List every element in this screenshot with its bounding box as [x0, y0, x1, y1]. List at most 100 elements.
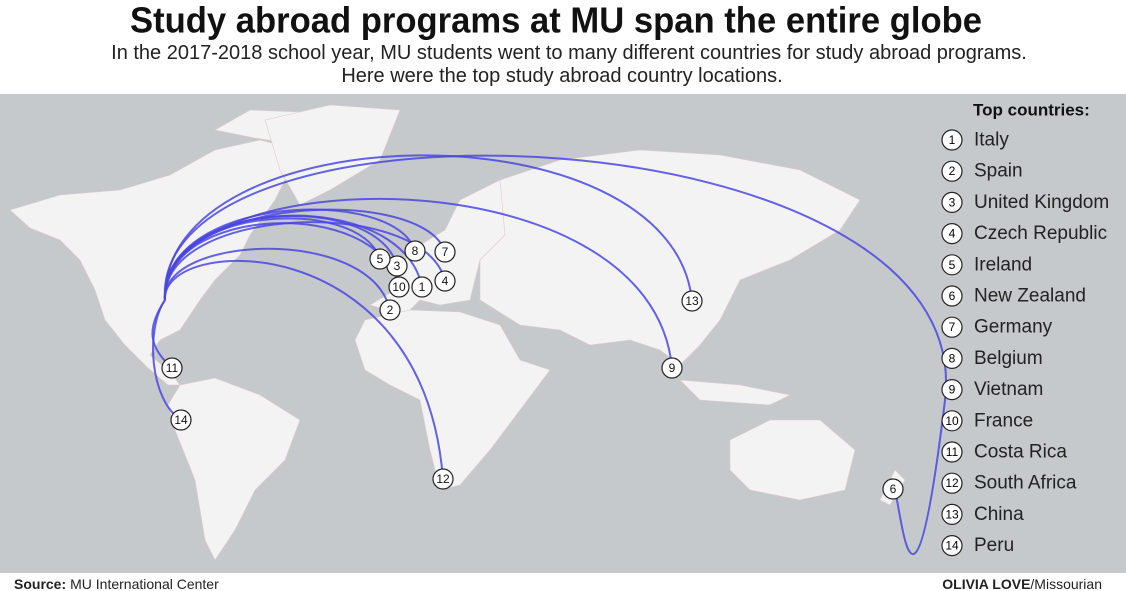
credit: OLIVIA LOVE/Missourian	[942, 576, 1102, 591]
legend-name: Spain	[974, 161, 1023, 182]
legend-circle	[941, 472, 963, 494]
marker-label: 3	[394, 259, 401, 273]
legend-name: Costa Rica	[974, 442, 1067, 463]
land	[354, 309, 551, 491]
legend-item: 12 South Africa	[941, 472, 1077, 494]
marker-circle	[411, 276, 433, 298]
marker: 12	[432, 468, 454, 490]
legend-number: 9	[949, 383, 956, 397]
marker-circle	[432, 468, 454, 490]
legend-circle	[941, 285, 963, 307]
legend-item: 3 United Kingdom	[941, 191, 1109, 213]
marker-circle	[161, 357, 183, 379]
legend-circle	[941, 254, 963, 276]
map	[0, 94, 1126, 573]
marker-circle	[681, 290, 703, 312]
legend-circle	[941, 129, 963, 151]
legend-item: 6 New Zealand	[941, 285, 1086, 307]
legend-circle	[941, 410, 963, 432]
marker: 6	[882, 478, 904, 500]
route-arc	[163, 247, 391, 311]
land	[479, 149, 861, 366]
legend-circle	[941, 534, 963, 557]
legend-name: Belgium	[974, 348, 1043, 369]
marker: 2	[379, 299, 401, 321]
marker-circle	[170, 409, 192, 431]
marker-label: 13	[685, 294, 699, 308]
route-arc	[163, 154, 693, 302]
legend-number: 3	[949, 195, 956, 209]
legend-name: Ireland	[974, 254, 1032, 275]
marker-label: 11	[166, 361, 179, 375]
land	[679, 379, 791, 406]
legend-circle	[941, 160, 963, 182]
legend-item: 8 Belgium	[941, 347, 1043, 369]
marker: 5	[369, 248, 391, 270]
legend-number: 13	[945, 507, 959, 521]
marker-circle	[434, 241, 456, 263]
marker: 10	[388, 276, 410, 298]
marker-label: 1	[419, 280, 426, 294]
legend-number: 11	[946, 445, 959, 459]
legend-item: 7 Germany	[941, 316, 1053, 338]
legend-number: 4	[949, 227, 956, 241]
marker-circle	[661, 357, 683, 379]
marker-label: 14	[174, 413, 188, 427]
marker: 8	[404, 240, 426, 262]
title: Study abroad programs at MU span the ent…	[130, 0, 982, 41]
legend-circle	[941, 223, 963, 245]
marker-circle	[434, 270, 456, 292]
marker-circle	[369, 248, 391, 270]
marker: 13	[681, 290, 703, 312]
legend-number: 8	[949, 351, 956, 365]
subtitle: In the 2017-2018 school year, MU student…	[111, 42, 1027, 64]
marker-label: 7	[442, 245, 449, 259]
source-label: Source:	[14, 576, 66, 591]
legend-name: New Zealand	[974, 286, 1086, 307]
legend-circle	[941, 347, 963, 369]
legend: 1 Italy 2 Spain 3 United Kingdom 4 Czech Republ…	[941, 129, 1109, 557]
legend-name: Germany	[974, 317, 1053, 338]
marker: 11	[161, 357, 183, 379]
legend-number: 12	[945, 476, 959, 490]
legend-name: France	[974, 410, 1033, 431]
land	[729, 419, 856, 501]
legend-number: 7	[949, 320, 956, 334]
credit-name: OLIVIA LOVE	[942, 576, 1030, 591]
legend-item: 11 Costa Rica	[941, 441, 1067, 463]
marker-circle	[404, 240, 426, 262]
legend-circle	[941, 316, 963, 338]
legend-number: 5	[949, 258, 956, 272]
marker: 9	[661, 357, 683, 379]
source-text: MU International Center	[70, 576, 219, 591]
route-arc	[163, 154, 947, 555]
route-arc	[152, 299, 182, 421]
legend-circle	[941, 191, 963, 213]
legend-item: 4 Czech Republic	[941, 223, 1107, 245]
legend-item: 2 Spain	[941, 160, 1023, 182]
marker-label: 10	[392, 280, 406, 294]
legend-number: 6	[949, 289, 956, 303]
route-arc	[163, 259, 444, 480]
legend-number: 2	[949, 164, 956, 178]
route-arc	[163, 208, 416, 301]
legend-circle	[941, 379, 963, 401]
marker-label: 12	[436, 472, 450, 486]
legend-name: United Kingdom	[974, 192, 1109, 213]
legend-name: South Africa	[974, 473, 1077, 494]
legend-item: 1 Italy	[941, 129, 1009, 151]
legend-name: Czech Republic	[974, 223, 1107, 244]
marker-label: 4	[442, 274, 449, 288]
legend-item: 9 Vietnam	[941, 379, 1043, 401]
marker: 7	[434, 241, 456, 263]
source: Source: MU International Center	[14, 576, 219, 591]
legend-item: 5 Ireland	[941, 254, 1032, 276]
legend-item: 14 Peru	[941, 534, 1014, 557]
marker: 4	[434, 270, 456, 292]
legend-name: Vietnam	[974, 379, 1043, 400]
marker-label: 2	[387, 303, 394, 317]
credit-org: /Missourian	[1030, 576, 1102, 591]
marker: 14	[170, 409, 192, 431]
